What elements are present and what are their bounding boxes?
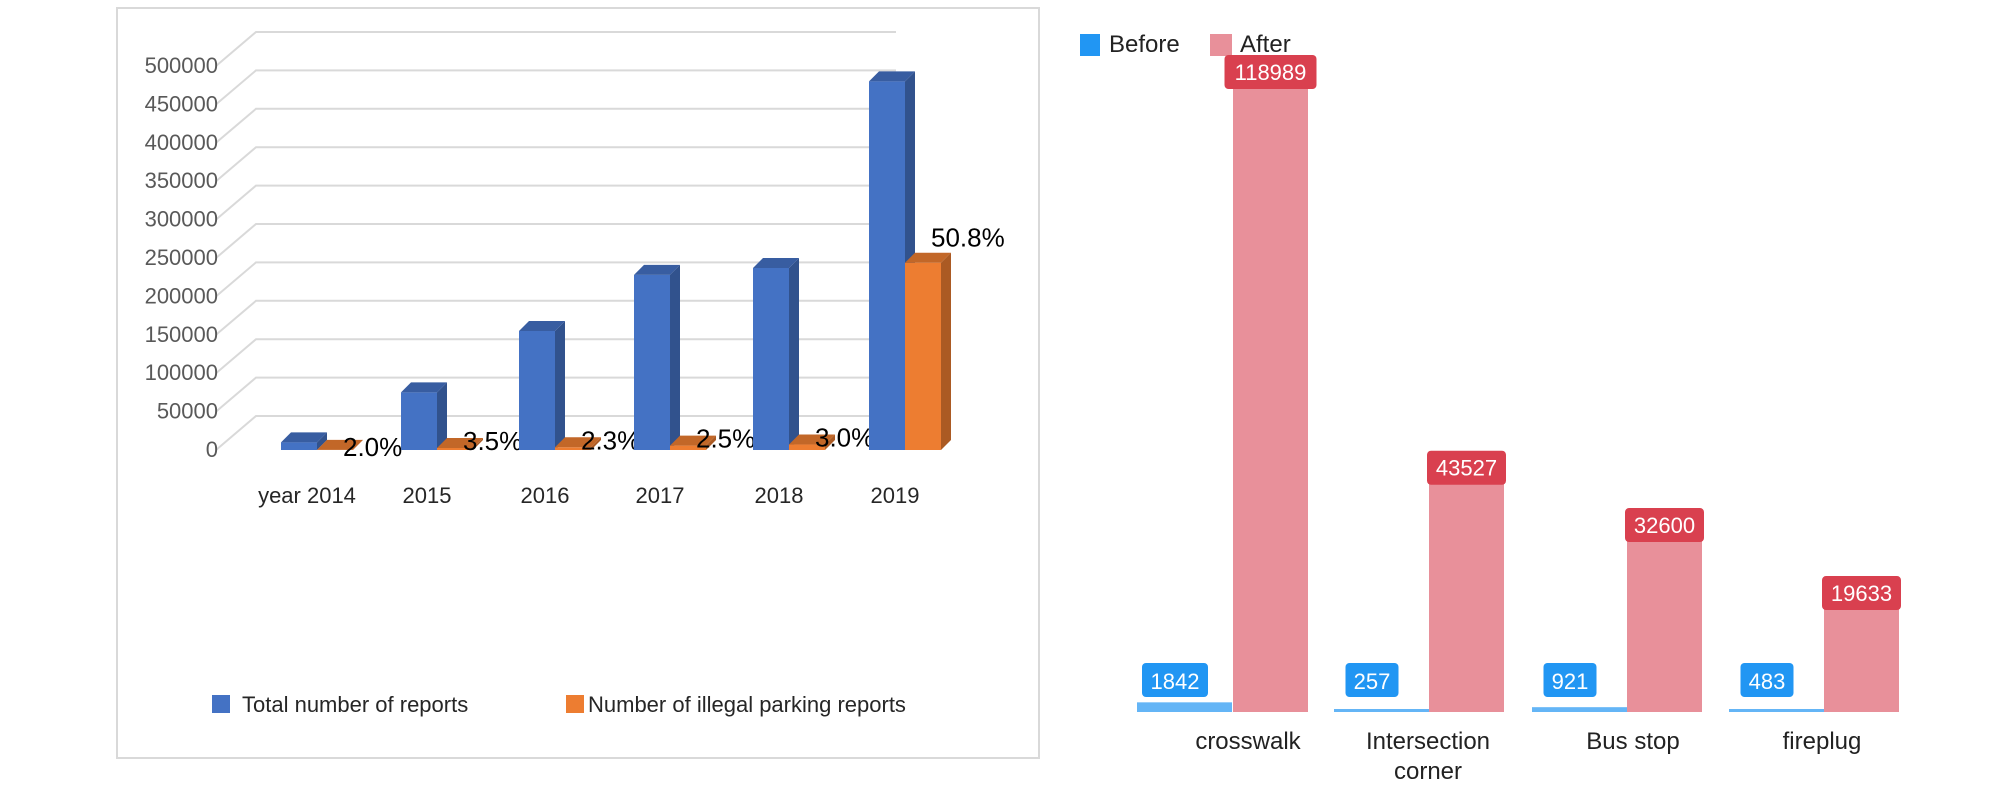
bar-before (1532, 707, 1627, 712)
y-tick-label: 200000 (145, 283, 218, 308)
x-tick-label: year 2014 (258, 483, 356, 508)
y-tick-label: 300000 (145, 207, 218, 232)
data-label: 2.5% (696, 424, 755, 454)
total-reports-chart: 0 50000 100000 150000 200000 250000 300000 3500… (116, 7, 1041, 759)
x-tick-label: 2019 (871, 483, 920, 508)
legend-label-after: After (1240, 31, 1291, 58)
y-tick-label: 50000 (157, 399, 218, 424)
after-data-label: 118989 (1235, 60, 1307, 85)
y-tick-label: 500000 (145, 53, 218, 78)
bar-total (753, 258, 799, 450)
bar-after (1233, 88, 1308, 712)
legend-label-illegal: Number of illegal parking reports (588, 692, 906, 717)
after-data-label: 43527 (1436, 456, 1497, 481)
legend-swatch-before (1080, 34, 1100, 56)
y-tick-label: 400000 (145, 130, 218, 155)
y-tick-label: 450000 (145, 91, 218, 116)
bar-total (634, 265, 680, 450)
data-label: 3.0% (815, 423, 874, 453)
y-tick-label: 0 (206, 437, 218, 462)
x-tick-label: 2018 (755, 483, 804, 508)
before-data-label: 257 (1354, 669, 1391, 694)
bar-before (1334, 709, 1429, 712)
before-data-label: 921 (1552, 669, 1589, 694)
legend-label-before: Before (1109, 31, 1180, 58)
legend-swatch-after (1210, 34, 1232, 56)
data-label: 2.3% (581, 425, 640, 455)
y-tick-label: 150000 (145, 322, 218, 347)
bar-total (519, 321, 565, 450)
bar-after (1824, 609, 1899, 712)
legend-swatch-illegal (566, 695, 584, 713)
x-tick-label: 2017 (636, 483, 685, 508)
legend-label-total: Total number of reports (242, 692, 468, 717)
after-data-label: 19633 (1831, 581, 1892, 606)
category-label: fireplug (1783, 728, 1862, 755)
bar-after (1627, 541, 1702, 712)
x-tick-label: 2015 (403, 483, 452, 508)
category-label: Bus stop (1586, 728, 1679, 755)
y-tick-label: 350000 (145, 168, 218, 193)
legend-swatch-total (212, 695, 230, 713)
data-label: 2.0% (343, 432, 402, 462)
before-data-label: 1842 (1151, 669, 1200, 694)
x-tick-label: 2016 (521, 483, 570, 508)
bar-after (1429, 484, 1504, 712)
category-label: corner (1394, 758, 1462, 785)
bar-before (1729, 709, 1824, 712)
category-label: Intersection (1366, 728, 1490, 755)
after-data-label: 32600 (1634, 513, 1695, 538)
data-label: 3.5% (463, 426, 522, 456)
y-tick-label: 250000 (145, 245, 218, 270)
before-data-label: 483 (1749, 669, 1786, 694)
data-label: 50.8% (931, 223, 1005, 253)
category-label: crosswalk (1195, 728, 1301, 755)
before-after-chart: Before After 1842 118989 crosswalk 257 43527 In… (1060, 18, 1960, 788)
bar-before (1137, 702, 1232, 712)
bar-illegal (905, 253, 951, 450)
bar-total (401, 382, 447, 450)
legend: Before After (1080, 31, 1291, 58)
y-tick-label: 100000 (145, 360, 218, 385)
